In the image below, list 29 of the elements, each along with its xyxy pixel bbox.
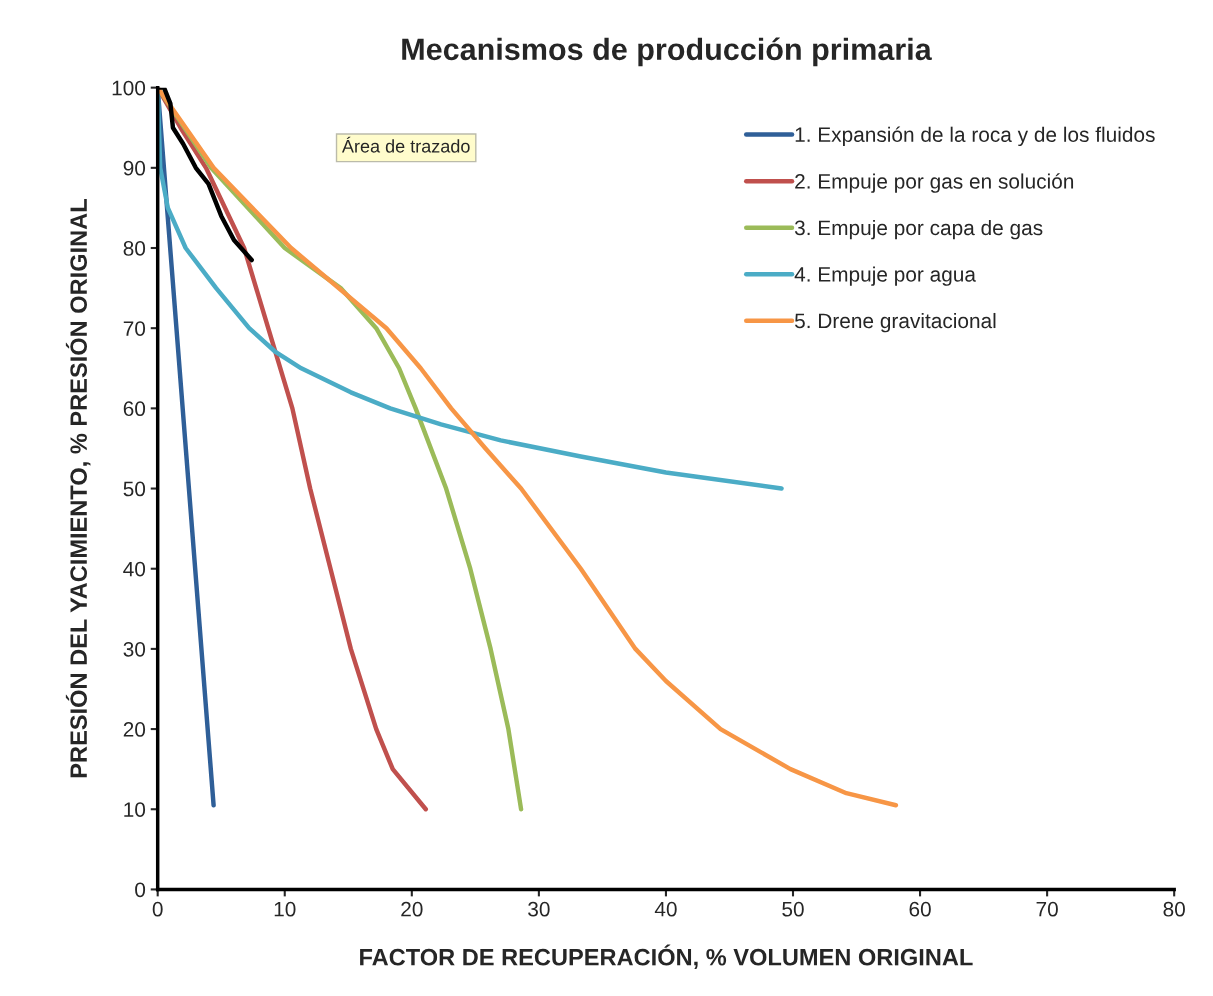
y-tick-label: 100 xyxy=(112,80,146,96)
annotation: Área de trazado xyxy=(341,136,470,153)
legend-label: 1. Expansión de la roca y de los fluidos xyxy=(795,126,1155,147)
y-tick-label: 40 xyxy=(123,561,146,577)
x-tick-label: 20 xyxy=(401,901,423,917)
y-tick-label: 50 xyxy=(123,481,146,497)
legend-label: 3. Empuje por capa de gas xyxy=(794,219,1043,240)
legend-label: 4. Empuje por agua xyxy=(794,266,976,286)
x-tick-label: 70 xyxy=(1036,901,1058,917)
x-tick-label: 60 xyxy=(909,901,931,917)
x-tick-label: 30 xyxy=(528,901,550,917)
x-axis-title: FACTOR DE RECUPERACIÓN, % VOLUMEN ORIGINAL xyxy=(360,944,973,969)
y-tick-label: 10 xyxy=(124,802,146,817)
y-tick-label: 20 xyxy=(123,722,146,737)
y-tick-label: 0 xyxy=(135,882,146,898)
x-tick-label: 80 xyxy=(1163,901,1185,917)
x-tick-label: 0 xyxy=(152,901,163,917)
x-tick-label: 50 xyxy=(782,901,804,917)
y-tick-label: 90 xyxy=(123,160,146,176)
chart-title: Mecanismos de producción primaria xyxy=(402,37,932,67)
y-tick-label: 80 xyxy=(123,241,146,256)
legend-label: 5. Drene gravitacional xyxy=(794,312,996,333)
y-axis-title: PRESIÓN DEL YACIMIENTO, % PRESIÓN ORIGINAL xyxy=(65,199,91,778)
y-tick-label: 70 xyxy=(123,321,146,336)
y-tick-label: 60 xyxy=(123,401,146,417)
x-tick-label: 40 xyxy=(654,901,677,917)
legend-label: 2. Empuje por gas en solución xyxy=(795,173,1074,193)
x-tick-label: 10 xyxy=(274,901,296,917)
y-tick-label: 30 xyxy=(123,641,146,657)
